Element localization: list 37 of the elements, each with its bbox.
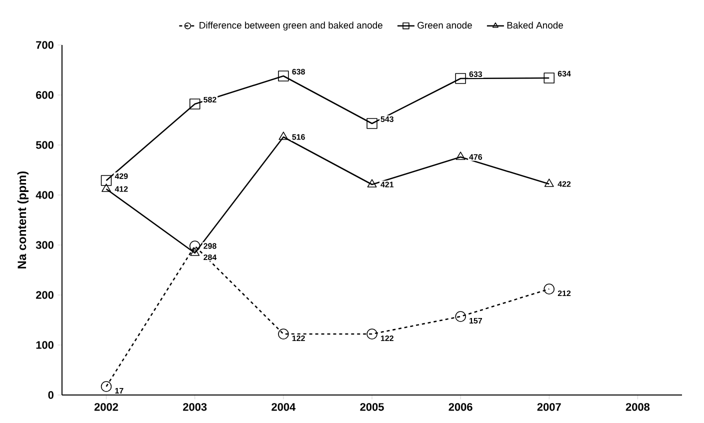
x-tick-label: 2004 (272, 403, 296, 411)
x-tick-label: 2006 (448, 403, 472, 411)
legend-label: Baked Anode (507, 22, 563, 29)
point (278, 328, 289, 340)
legend-label: Difference between green and baked anode (200, 22, 382, 30)
y-tick-label: 400 (36, 191, 54, 199)
y-tick-label: 700 (36, 41, 54, 49)
x-tick-label: 2002 (94, 403, 118, 411)
point (367, 179, 377, 188)
point (544, 178, 554, 187)
point (100, 381, 112, 392)
x-tick-label: 2008 (626, 403, 650, 411)
y-tick-label: 0 (48, 391, 54, 399)
y-tick-label: 200 (36, 291, 54, 299)
x-tick-label: 2003 (183, 403, 207, 411)
point (455, 73, 466, 84)
point (102, 184, 111, 192)
point (278, 70, 289, 82)
point (190, 248, 200, 256)
y-axis-title: Na content (ppm) (17, 171, 29, 268)
point (189, 98, 200, 110)
y-tick-label: 100 (36, 341, 54, 349)
point (544, 284, 555, 294)
point (366, 118, 378, 129)
y-tick-label: 300 (36, 241, 54, 249)
point (189, 240, 200, 252)
point (544, 72, 555, 84)
point (100, 175, 112, 186)
point (456, 152, 466, 160)
point (278, 132, 288, 140)
point (366, 328, 378, 340)
point (455, 311, 466, 322)
legend-label: Green anode (418, 22, 472, 29)
y-tick-label: 600 (36, 91, 54, 99)
x-tick-label: 2007 (537, 403, 561, 411)
x-tick-label: 2005 (360, 403, 384, 411)
y-tick-label: 500 (36, 141, 54, 149)
